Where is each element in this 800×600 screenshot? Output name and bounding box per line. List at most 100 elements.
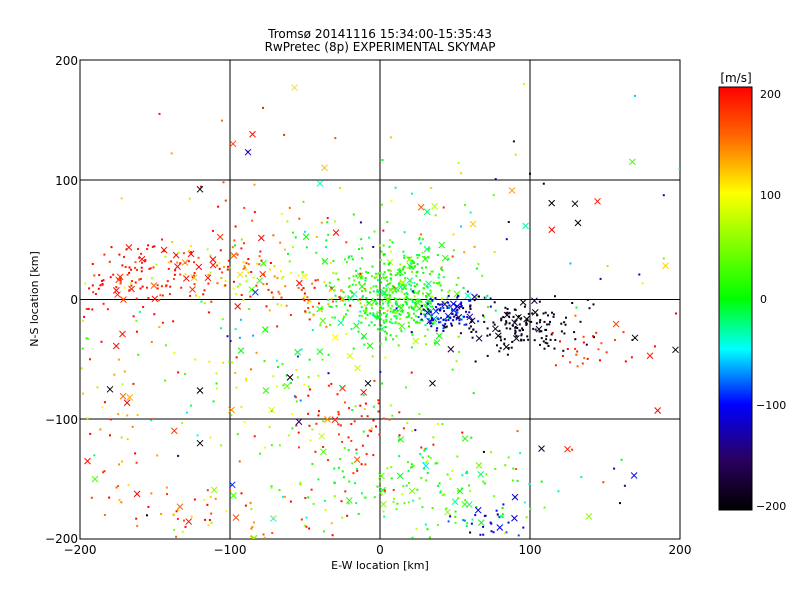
data-point-cross	[237, 347, 245, 354]
data-point	[291, 246, 294, 249]
x-tick-label: 200	[669, 543, 692, 557]
data-point	[164, 344, 167, 347]
data-point	[393, 286, 396, 289]
data-point	[290, 272, 293, 274]
data-point	[494, 309, 497, 312]
data-point	[507, 521, 510, 524]
data-point	[460, 172, 463, 175]
data-point	[272, 234, 275, 237]
data-point	[544, 341, 547, 344]
data-point	[160, 285, 163, 288]
data-point	[468, 484, 471, 487]
data-point-cross	[612, 320, 620, 328]
data-point-cross	[471, 293, 478, 301]
data-point	[423, 313, 425, 316]
data-point	[511, 340, 514, 343]
data-point	[424, 315, 427, 318]
data-point	[433, 298, 436, 301]
data-point	[207, 524, 210, 527]
data-point	[364, 277, 367, 280]
data-point	[224, 199, 227, 202]
data-point	[426, 328, 429, 331]
data-point	[174, 269, 177, 272]
data-point	[464, 203, 466, 206]
data-point	[458, 351, 461, 353]
data-point-cross	[408, 487, 416, 495]
data-point	[499, 335, 502, 338]
data-point	[419, 453, 422, 455]
data-point	[381, 382, 384, 385]
data-point-cross	[294, 348, 301, 356]
data-point	[89, 358, 91, 361]
data-point	[365, 307, 368, 309]
data-point	[472, 328, 475, 331]
data-point	[382, 276, 385, 279]
data-point-cross	[126, 394, 134, 401]
data-point-cross	[261, 326, 269, 333]
data-point-cross	[594, 197, 601, 205]
data-point-cross	[396, 268, 404, 276]
data-point	[227, 265, 229, 268]
data-point	[285, 374, 288, 377]
data-point	[354, 482, 357, 485]
data-point	[403, 271, 406, 274]
data-point	[382, 229, 385, 232]
data-point	[463, 323, 466, 326]
data-point	[176, 261, 179, 264]
data-point	[394, 322, 397, 325]
data-point	[175, 510, 178, 513]
data-point	[462, 519, 465, 522]
data-point	[414, 303, 417, 305]
data-point	[340, 386, 343, 388]
data-point	[451, 368, 454, 371]
data-point	[253, 211, 256, 214]
data-point	[551, 331, 554, 334]
data-point	[218, 267, 221, 270]
data-point	[501, 507, 504, 509]
data-point	[318, 302, 320, 305]
data-point	[360, 314, 363, 317]
data-point	[165, 486, 168, 489]
data-point	[155, 263, 158, 266]
data-point	[403, 256, 406, 259]
data-point	[421, 238, 424, 241]
data-point	[89, 432, 92, 435]
data-point	[118, 253, 121, 256]
data-point	[380, 306, 383, 309]
data-point-cross	[564, 445, 571, 453]
data-point	[365, 310, 368, 313]
data-point	[156, 287, 159, 290]
data-point	[360, 492, 363, 495]
data-point	[348, 277, 351, 280]
data-point	[113, 373, 116, 376]
data-point	[244, 274, 247, 277]
data-point	[351, 462, 354, 465]
data-point	[379, 258, 382, 261]
data-point	[276, 359, 279, 362]
data-point	[210, 521, 213, 524]
data-point-cross	[441, 300, 449, 308]
data-point	[271, 532, 274, 534]
data-point	[386, 283, 389, 286]
data-point-cross	[353, 456, 361, 463]
data-point	[410, 346, 413, 349]
data-point	[267, 288, 270, 291]
data-point	[522, 339, 525, 342]
data-point	[221, 318, 224, 321]
data-point	[173, 528, 176, 531]
data-point	[361, 444, 364, 447]
data-point	[465, 525, 468, 527]
data-point	[569, 361, 572, 364]
data-point	[493, 301, 496, 304]
data-point	[326, 221, 329, 224]
data-point	[463, 315, 466, 318]
data-point	[421, 506, 424, 509]
data-point	[427, 308, 430, 311]
data-point-cross	[182, 275, 190, 282]
data-point-cross	[228, 406, 235, 414]
data-point	[380, 324, 383, 327]
data-point	[404, 287, 407, 290]
data-point	[136, 524, 139, 527]
data-point	[382, 510, 385, 513]
data-point	[325, 246, 327, 249]
